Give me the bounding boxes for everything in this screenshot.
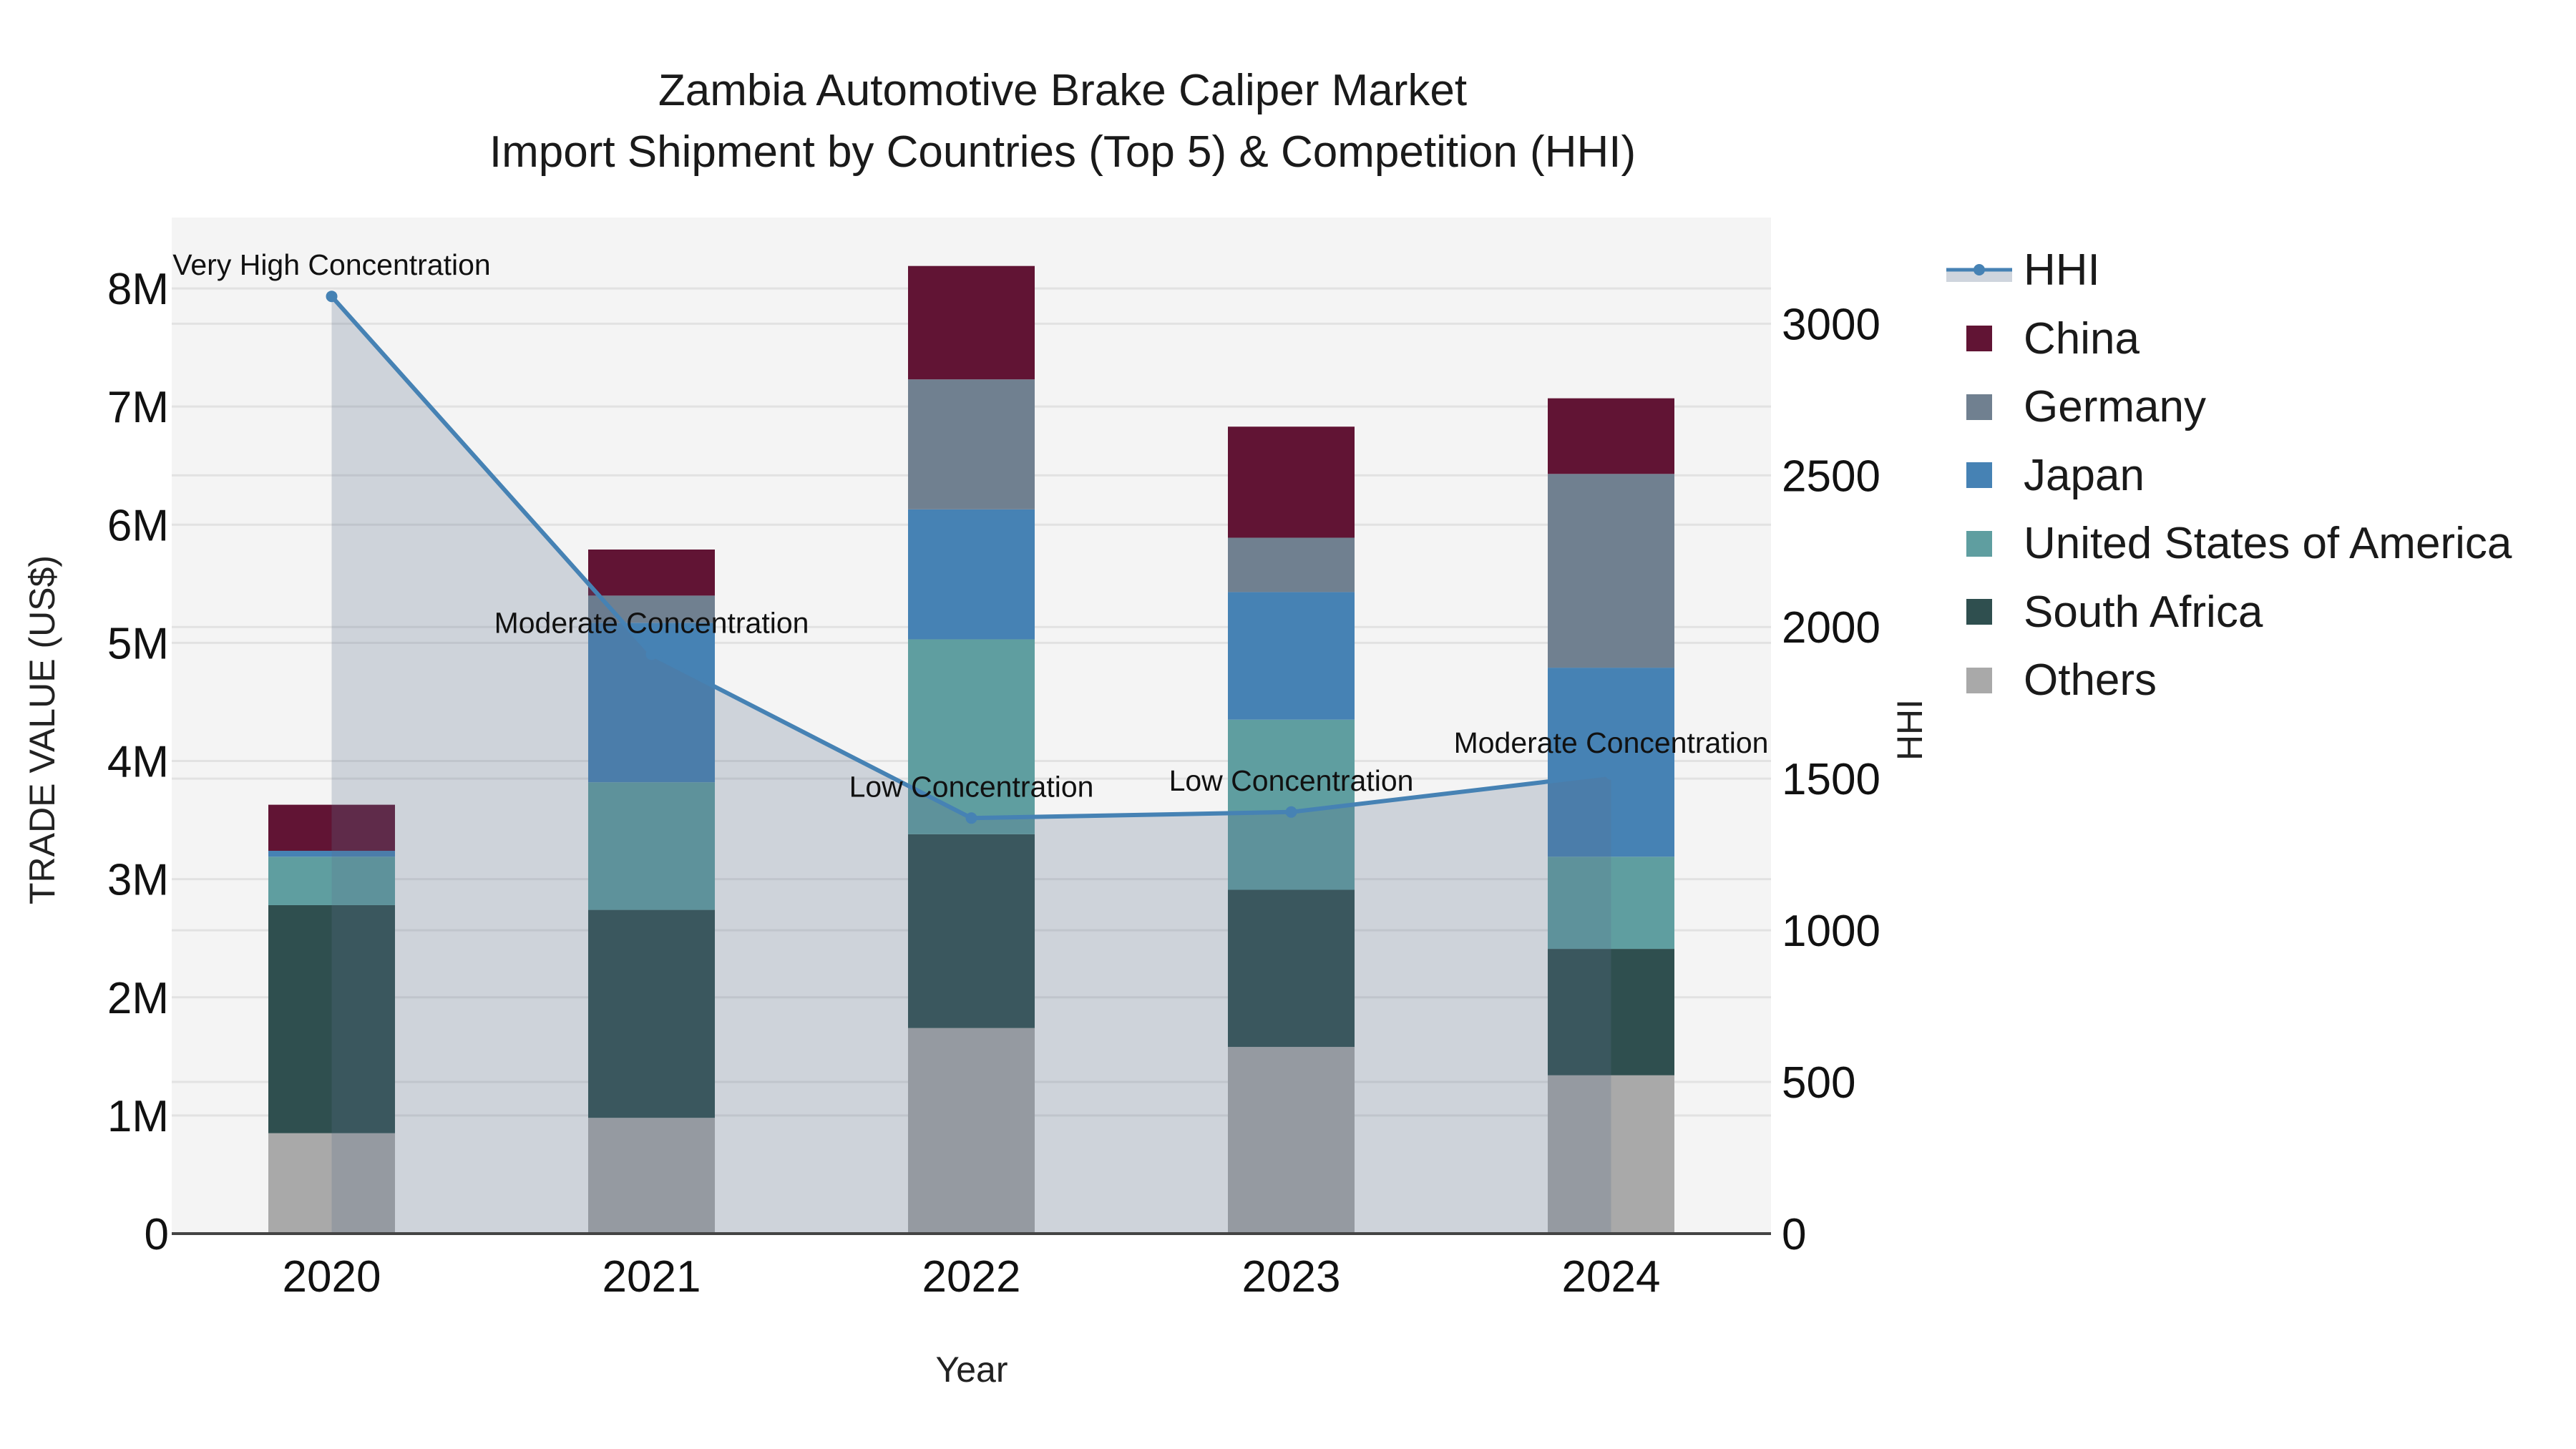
hhi-annotation: Moderate Concentration	[1454, 726, 1769, 759]
y2-tick-label: 3000	[1782, 300, 1880, 349]
hhi-annotation: Low Concentration	[849, 770, 1094, 803]
bar-stack-2021[interactable]	[588, 549, 715, 1234]
hhi-point[interactable]	[1605, 768, 1617, 780]
legend-item-china[interactable]: China	[1946, 305, 2512, 374]
y-tick-label: 4M	[107, 738, 169, 787]
x-tick-label: 2021	[602, 1252, 701, 1302]
bar-segment[interactable]	[1548, 474, 1674, 668]
bar-stack-2023[interactable]	[1228, 426, 1355, 1234]
x-tick-label: 2024	[1562, 1252, 1661, 1302]
legend-label: China	[2024, 313, 2140, 364]
legend-item-others[interactable]: Others	[1946, 646, 2512, 715]
x-axis-title: Year	[935, 1350, 1008, 1390]
line-marker-icon	[1946, 258, 2012, 283]
bar-segment[interactable]	[908, 379, 1035, 509]
legend-item-usa[interactable]: United States of America	[1946, 509, 2512, 578]
bar-segment[interactable]	[908, 509, 1035, 640]
chart-title-line2: Import Shipment by Countries (Top 5) & C…	[489, 127, 1636, 177]
bar-segment[interactable]	[1228, 719, 1355, 890]
bar-segment[interactable]	[1228, 889, 1355, 1048]
bar-segment[interactable]	[1548, 857, 1674, 950]
bar-segment[interactable]	[1228, 592, 1355, 720]
bar-segment[interactable]	[268, 904, 395, 1133]
x-tick-label: 2022	[922, 1252, 1021, 1302]
legend-label: HHI	[2024, 245, 2100, 296]
color-swatch-icon	[1966, 599, 1992, 625]
legend: HHI China Germany Japan United States of…	[1946, 236, 2512, 715]
hhi-annotation: Very High Concentration	[172, 248, 490, 281]
color-swatch-icon	[1966, 326, 1992, 352]
y2-tick-label: 2500	[1782, 452, 1880, 501]
bar-segment[interactable]	[268, 804, 395, 852]
y-tick-label: 0	[145, 1210, 169, 1259]
bar-segment[interactable]	[1548, 1075, 1674, 1234]
bar-segment[interactable]	[268, 857, 395, 905]
y-tick-label: 3M	[107, 856, 169, 905]
y2-tick-label: 500	[1782, 1058, 1855, 1108]
bar-segment[interactable]	[1548, 398, 1674, 474]
bar-segment[interactable]	[268, 1133, 395, 1234]
hhi-area	[331, 296, 1611, 1234]
legend-label: Germany	[2024, 382, 2206, 432]
hhi-point[interactable]	[326, 291, 338, 303]
legend-label: Japan	[2024, 450, 2145, 500]
y2-tick-label: 1000	[1782, 907, 1880, 956]
bar-segment[interactable]	[1548, 668, 1674, 857]
legend-label: South Africa	[2024, 587, 2263, 637]
x-tick-label: 2023	[1242, 1252, 1341, 1302]
y-tick-label: 6M	[107, 501, 169, 550]
color-swatch-icon	[1966, 462, 1992, 489]
legend-label: United States of America	[2024, 519, 2512, 569]
y-tick-label: 5M	[107, 619, 169, 668]
y2-tick-label: 2000	[1782, 603, 1880, 653]
color-swatch-icon	[1966, 530, 1992, 557]
color-swatch-icon	[1966, 667, 1992, 693]
bar-segment[interactable]	[908, 834, 1035, 1028]
legend-item-germany[interactable]: Germany	[1946, 373, 2512, 441]
bar-segment[interactable]	[1228, 1047, 1355, 1234]
legend-item-south-africa[interactable]: South Africa	[1946, 578, 2512, 647]
bar-segment[interactable]	[1228, 537, 1355, 592]
y2-tick-label: 1500	[1782, 755, 1880, 804]
legend-item-japan[interactable]: Japan	[1946, 441, 2512, 510]
y-tick-label: 8M	[107, 265, 169, 314]
bar-segment[interactable]	[588, 1118, 715, 1234]
bar-segment[interactable]	[1228, 426, 1355, 538]
hhi-annotation: Moderate Concentration	[494, 606, 809, 639]
y-tick-label: 1M	[107, 1092, 169, 1141]
bar-segment[interactable]	[588, 549, 715, 596]
chart-title-line1: Zambia Automotive Brake Caliper Market	[658, 66, 1468, 115]
bar-stack-2024[interactable]	[1548, 398, 1674, 1234]
x-tick-label: 2020	[283, 1252, 381, 1302]
y2-axis-title: HHI	[1890, 698, 1930, 761]
hhi-point[interactable]	[1285, 806, 1297, 818]
bar-segment[interactable]	[268, 851, 395, 857]
y-tick-label: 2M	[107, 974, 169, 1023]
legend-item-hhi[interactable]: HHI	[1946, 236, 2512, 305]
color-swatch-icon	[1966, 394, 1992, 420]
bar-segment[interactable]	[588, 909, 715, 1118]
hhi-point[interactable]	[965, 812, 977, 824]
y-axis-title: TRADE VALUE (US$)	[22, 555, 62, 905]
y2-tick-label: 0	[1782, 1210, 1806, 1259]
y-tick-label: 7M	[107, 383, 169, 432]
bar-segment[interactable]	[908, 639, 1035, 834]
hhi-point[interactable]	[645, 648, 658, 660]
bar-segment[interactable]	[908, 1028, 1035, 1234]
bar-stack-2020[interactable]	[268, 804, 395, 1234]
bar-segment[interactable]	[1548, 949, 1674, 1075]
bar-stack-2022[interactable]	[908, 265, 1035, 1234]
hhi-annotation: Low Concentration	[1169, 764, 1414, 797]
bar-segment[interactable]	[908, 265, 1035, 380]
legend-label: Others	[2024, 655, 2157, 706]
bar-segment[interactable]	[588, 782, 715, 910]
